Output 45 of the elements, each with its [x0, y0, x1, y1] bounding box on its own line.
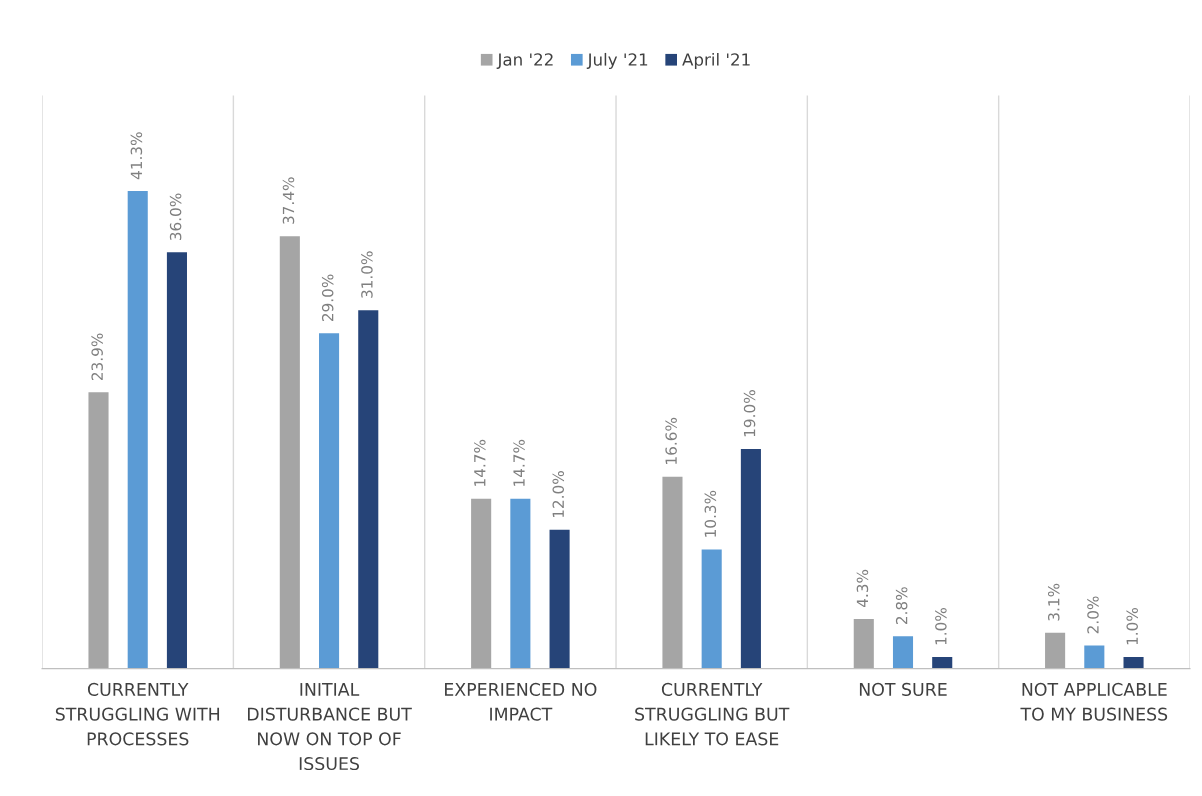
bar	[932, 657, 953, 669]
bar	[510, 498, 531, 669]
bar	[549, 529, 570, 669]
data-label: 36.0%	[169, 193, 182, 241]
data-label: 14.7%	[513, 439, 525, 486]
bar	[740, 448, 761, 669]
data-label: 1.0%	[1126, 607, 1138, 645]
bar	[853, 618, 874, 669]
x-tick-label: CURRENTLY STRUGGLING BUT LIKELY TO EASE	[635, 682, 790, 746]
data-label: 12.0%	[552, 471, 565, 518]
bar	[892, 636, 914, 669]
bar	[319, 333, 340, 669]
data-label: 3.1%	[1047, 583, 1060, 621]
data-label: 41.3%	[130, 132, 143, 180]
data-label: 16.6%	[665, 417, 677, 464]
data-label: 1.0%	[935, 607, 947, 645]
data-label: 31.0%	[361, 251, 373, 298]
bar	[1123, 657, 1144, 669]
x-tick-label: CURRENTLY STRUGGLING WITH PROCESSES	[55, 682, 220, 746]
bar	[471, 498, 492, 669]
legend-label: April '21	[682, 52, 750, 70]
data-label: 37.4%	[282, 177, 295, 224]
x-tick-label: NOT APPLICABLE TO MY BUSINESS	[1020, 682, 1168, 721]
bar	[701, 549, 722, 669]
data-label: 19.0%	[743, 390, 756, 437]
bar	[1045, 632, 1066, 669]
bar	[358, 310, 379, 669]
bar	[662, 476, 683, 669]
data-label: 2.8%	[895, 587, 908, 625]
x-tick-label: INITIAL DISTURBANCE BUT NOW ON TOP OF ISSUES	[248, 683, 412, 771]
data-label: 2.0%	[1087, 596, 1099, 634]
bar	[127, 191, 148, 669]
data-label: 23.9%	[91, 333, 103, 381]
bar	[166, 252, 187, 669]
legend-label: July '21	[586, 52, 648, 70]
bar	[1084, 645, 1105, 669]
x-tick-label: NOT SURE	[859, 682, 947, 696]
x-tick-label: EXPERIENCED NO IMPACT	[445, 682, 597, 721]
data-label: 29.0%	[321, 274, 334, 322]
data-label: 4.3%	[856, 569, 869, 608]
bar	[279, 236, 300, 669]
bar	[88, 392, 109, 669]
legend-label: Jan '22	[496, 53, 553, 69]
data-label: 10.3%	[704, 490, 717, 537]
data-label: 14.7%	[474, 439, 486, 486]
